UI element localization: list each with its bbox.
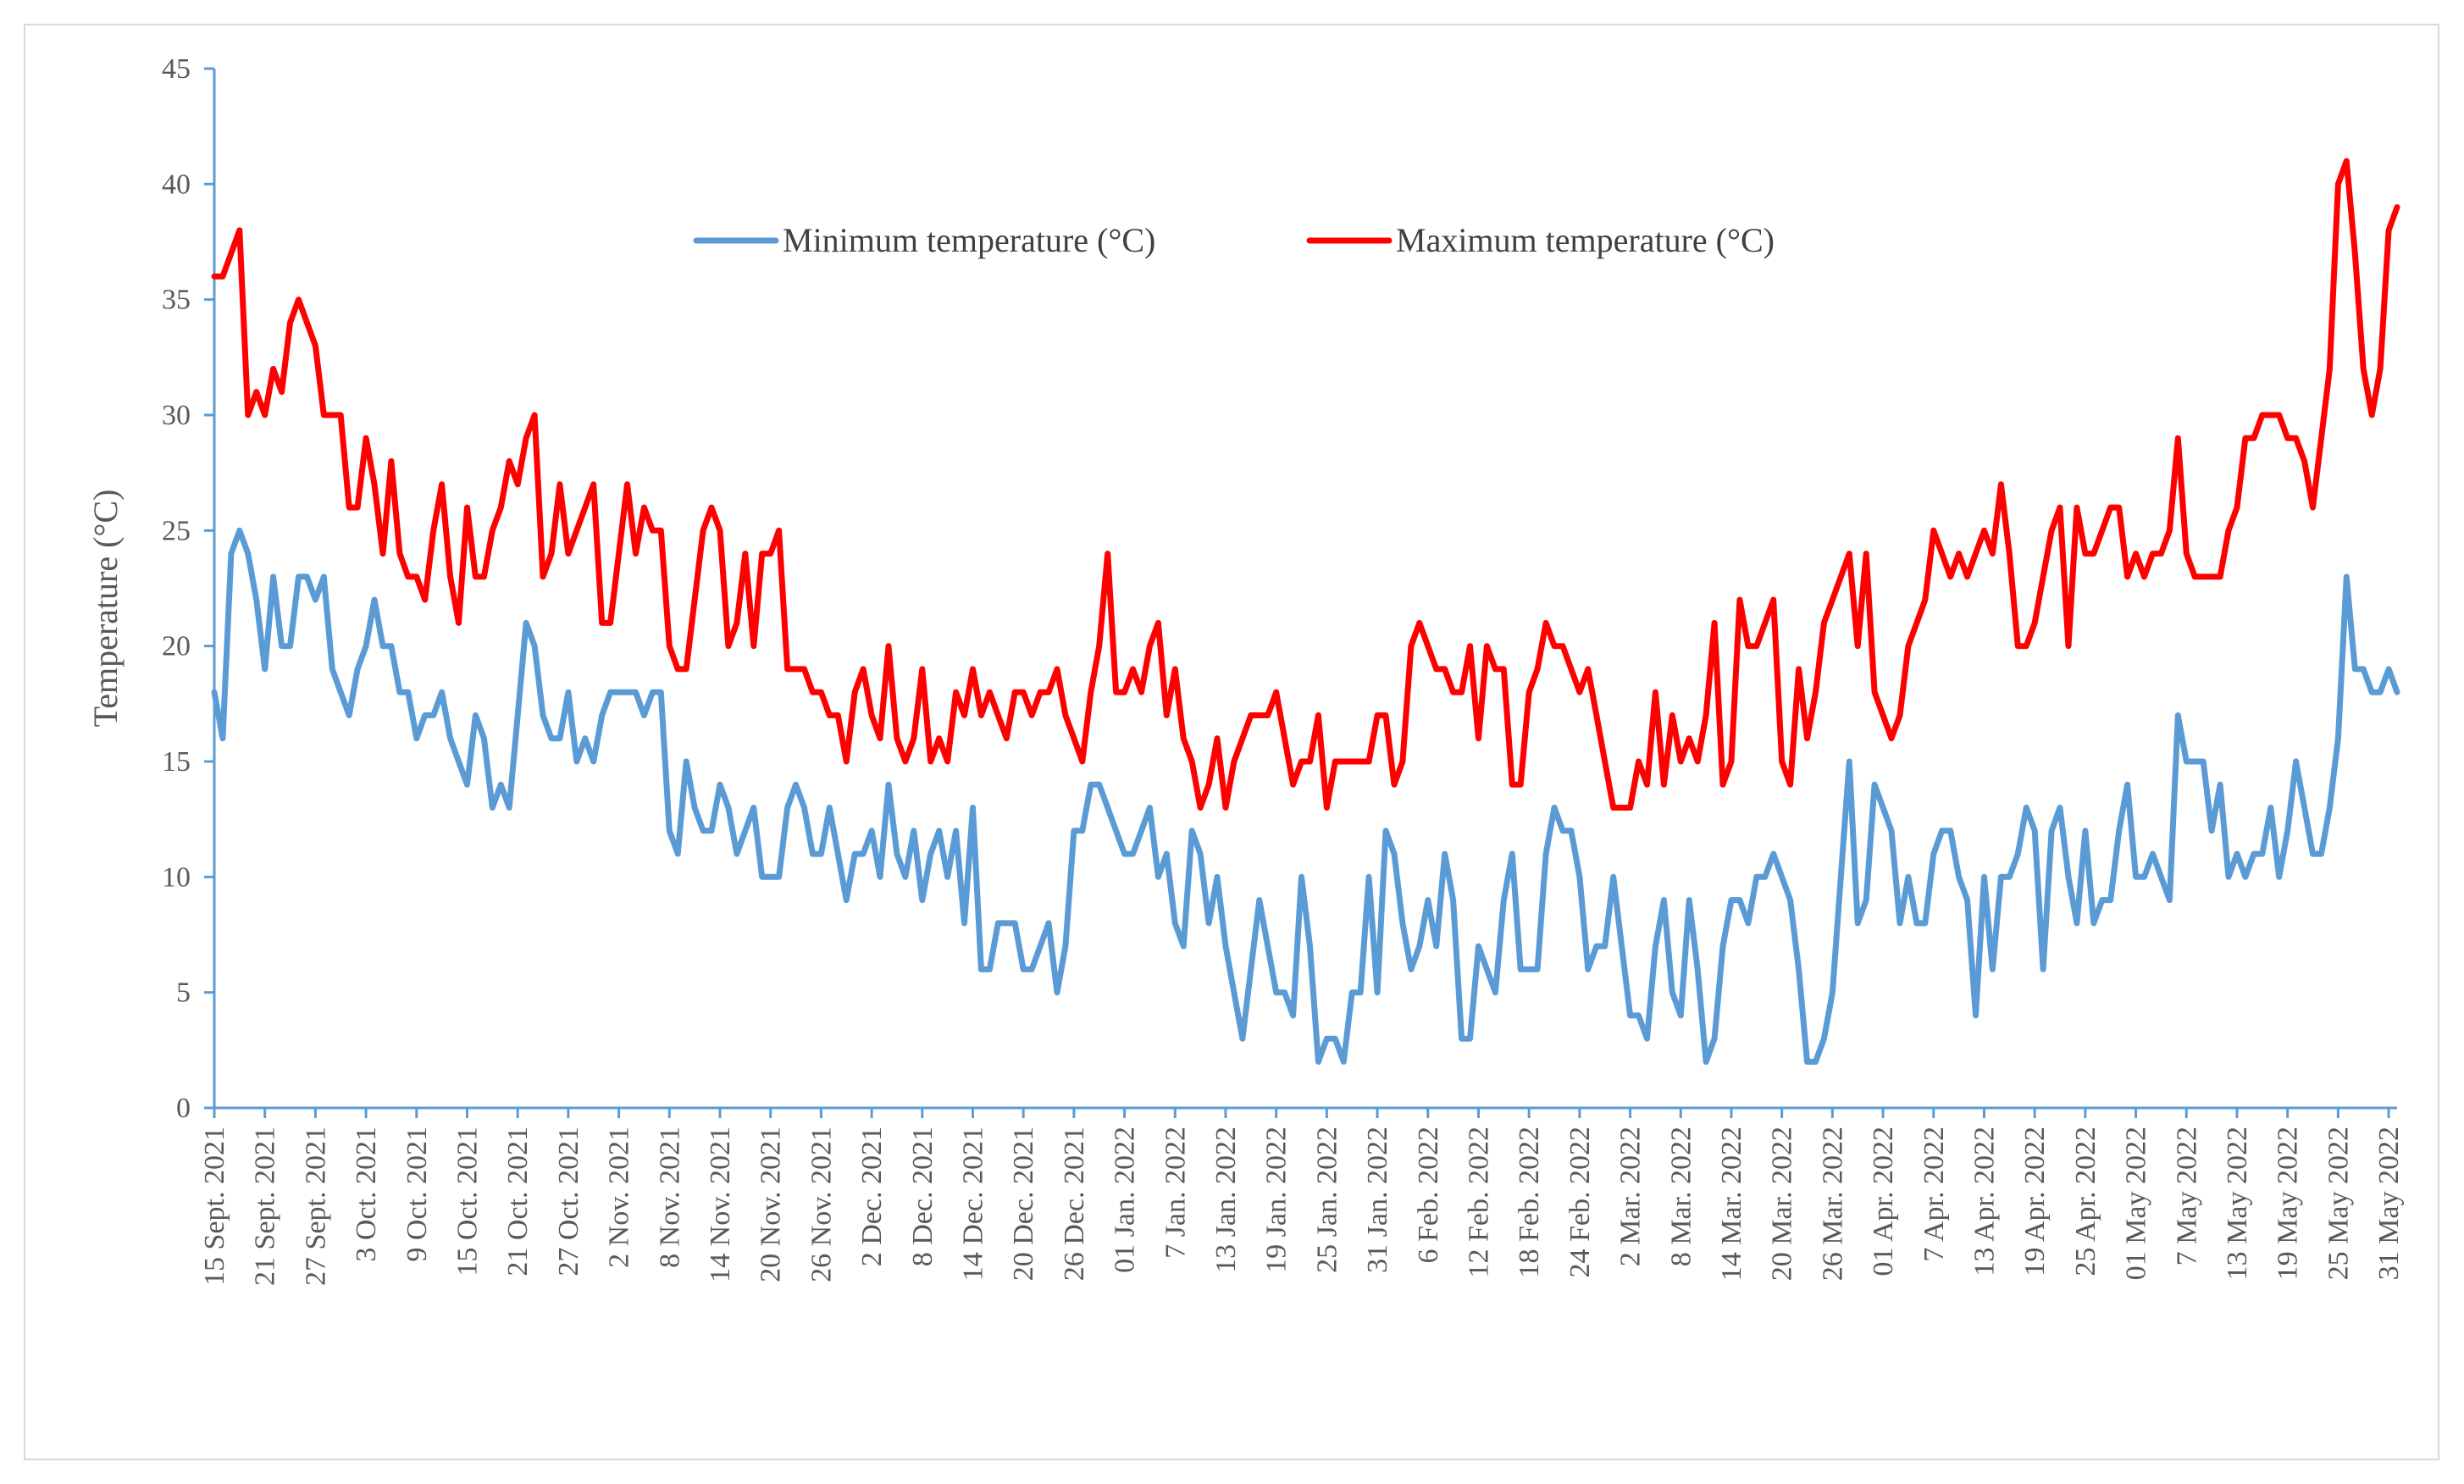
series-lines xyxy=(211,158,2400,1065)
x-tick-label: 26 Dec. 2021 xyxy=(1059,1127,1090,1281)
x-tick-label: 19 May 2022 xyxy=(2273,1127,2304,1280)
x-tick-label: 31 May 2022 xyxy=(2373,1127,2405,1280)
x-tick-label: 13 Jan. 2022 xyxy=(1210,1127,1242,1273)
legend-label-minimum: Minimum temperature (°C) xyxy=(783,221,1155,259)
x-tick-label: 14 Dec. 2021 xyxy=(957,1127,988,1281)
x-tick-label: 2 Dec. 2021 xyxy=(856,1127,888,1266)
x-tick-label: 7 Apr. 2022 xyxy=(1919,1127,1950,1262)
x-tick-label: 13 May 2022 xyxy=(2222,1127,2253,1280)
x-tick-label: 20 Nov. 2021 xyxy=(756,1127,787,1282)
x-tick-label: 25 Apr. 2022 xyxy=(2070,1127,2101,1276)
y-tick-label: 35 xyxy=(162,285,191,316)
x-tick-label: 31 Jan. 2022 xyxy=(1362,1127,1393,1273)
x-tick-label: 15 Oct. 2021 xyxy=(451,1127,483,1276)
x-tick-label: 7 Jan. 2022 xyxy=(1160,1127,1191,1259)
x-tick-label: 2 Mar. 2022 xyxy=(1615,1127,1647,1266)
y-tick-label: 40 xyxy=(162,169,191,200)
legend-label-maximum: Maximum temperature (°C) xyxy=(1396,221,1775,259)
y-tick-label: 5 xyxy=(176,977,191,1009)
y-tick-label: 20 xyxy=(162,631,191,662)
x-tick-label: 3 Oct. 2021 xyxy=(351,1127,382,1262)
x-tick-label: 24 Feb. 2022 xyxy=(1564,1127,1596,1278)
series-line-minimum xyxy=(211,527,2400,1065)
x-tick-label: 2 Nov. 2021 xyxy=(604,1127,635,1268)
x-tick-label: 6 Feb. 2022 xyxy=(1413,1127,1444,1264)
x-tick-label: 12 Feb. 2022 xyxy=(1463,1127,1494,1278)
legend: Minimum temperature (°C) Maximum tempera… xyxy=(693,221,1775,259)
x-tick-label: 13 Apr. 2022 xyxy=(1968,1127,2000,1276)
x-tick-label: 25 May 2022 xyxy=(2323,1127,2354,1280)
x-tick-label: 8 Mar. 2022 xyxy=(1665,1127,1697,1266)
y-tick-label: 25 xyxy=(162,515,191,546)
x-tick-label: 27 Oct. 2021 xyxy=(553,1127,584,1276)
x-tick-label: 26 Mar. 2022 xyxy=(1817,1127,1848,1281)
x-axis: 15 Sept. 2021 21 Sept. 2021 27 Sept. 2021 3… xyxy=(199,1106,2405,1286)
y-axis: 0 5 10 15 20 25 30 35 40 45 xyxy=(162,53,216,1124)
y-axis-title: Temperature (°C) xyxy=(86,490,125,728)
y-tick-label: 45 xyxy=(162,53,191,85)
x-tick-label: 20 Mar. 2022 xyxy=(1767,1127,1798,1281)
x-tick-label: 15 Sept. 2021 xyxy=(199,1127,230,1286)
y-tick-label: 30 xyxy=(162,400,191,431)
x-tick-label: 7 May 2022 xyxy=(2171,1127,2202,1265)
x-tick-label: 01 Apr. 2022 xyxy=(1868,1127,1899,1276)
x-tick-label: 27 Sept. 2021 xyxy=(300,1127,331,1286)
x-tick-label: 18 Feb. 2022 xyxy=(1514,1127,1545,1278)
x-tick-label: 20 Dec. 2021 xyxy=(1008,1127,1039,1281)
chart-frame xyxy=(24,24,2439,1460)
x-tick-label: 8 Dec. 2021 xyxy=(907,1127,939,1266)
x-tick-label: 8 Nov. 2021 xyxy=(654,1127,685,1268)
y-tick-label: 15 xyxy=(162,746,191,778)
x-tick-label: 25 Jan. 2022 xyxy=(1311,1127,1343,1273)
x-tick-label: 19 Apr. 2022 xyxy=(2019,1127,2051,1276)
y-tick-label: 10 xyxy=(162,861,191,893)
x-tick-label: 21 Oct. 2021 xyxy=(502,1127,534,1276)
x-tick-label: 14 Nov. 2021 xyxy=(705,1127,736,1282)
x-tick-label: 01 Jan. 2022 xyxy=(1110,1127,1141,1273)
x-tick-label: 19 Jan. 2022 xyxy=(1261,1127,1293,1273)
x-tick-label: 26 Nov. 2021 xyxy=(806,1127,837,1282)
x-tick-label: 9 Oct. 2021 xyxy=(401,1127,433,1262)
x-tick-label: 21 Sept. 2021 xyxy=(250,1127,281,1286)
x-tick-label: 01 May 2022 xyxy=(2121,1127,2152,1280)
series-line-maximum xyxy=(211,158,2400,811)
x-tick-label: 14 Mar. 2022 xyxy=(1716,1127,1747,1281)
y-tick-label: 0 xyxy=(176,1093,191,1124)
